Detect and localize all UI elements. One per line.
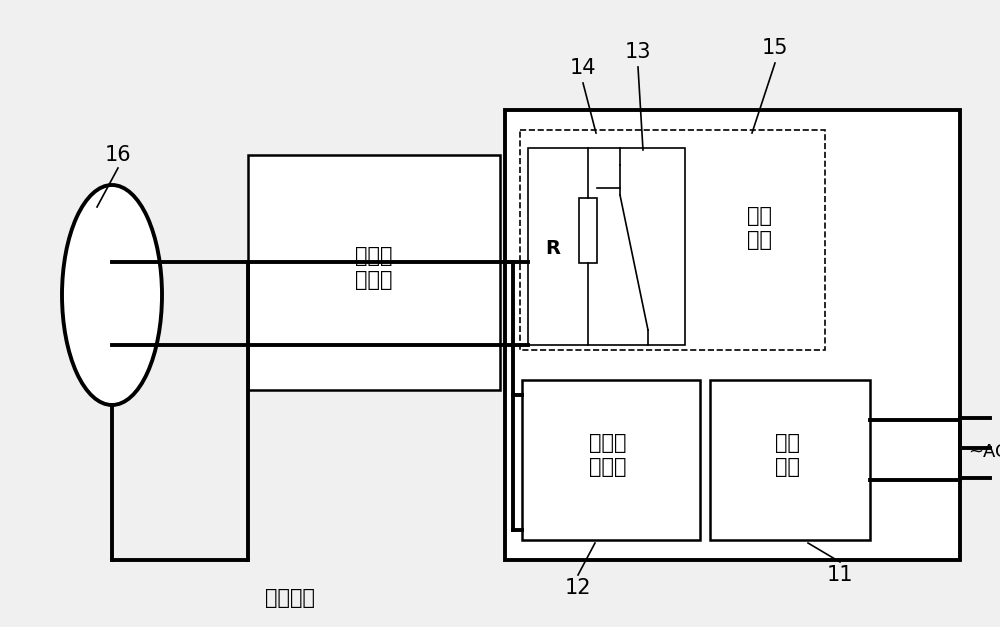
Text: 15: 15 bbox=[762, 38, 788, 58]
Text: 13: 13 bbox=[625, 42, 651, 62]
FancyBboxPatch shape bbox=[579, 198, 597, 263]
Text: 16: 16 bbox=[105, 145, 131, 165]
Text: 14: 14 bbox=[570, 58, 596, 78]
FancyBboxPatch shape bbox=[248, 155, 500, 390]
Text: 零序电流: 零序电流 bbox=[265, 588, 315, 608]
Text: 11: 11 bbox=[827, 565, 853, 585]
FancyBboxPatch shape bbox=[505, 110, 960, 560]
Text: 12: 12 bbox=[565, 578, 591, 598]
Ellipse shape bbox=[62, 185, 162, 405]
Text: 谐振判
断模块: 谐振判 断模块 bbox=[589, 433, 627, 477]
Text: R: R bbox=[546, 238, 560, 258]
FancyBboxPatch shape bbox=[710, 380, 870, 540]
FancyBboxPatch shape bbox=[522, 380, 700, 540]
Text: ~AC220V: ~AC220V bbox=[968, 443, 1000, 461]
Text: 开口三
角回路: 开口三 角回路 bbox=[355, 246, 393, 290]
FancyBboxPatch shape bbox=[528, 148, 685, 345]
Text: 电源
模块: 电源 模块 bbox=[774, 433, 800, 477]
Text: 消谐
模块: 消谐 模块 bbox=[748, 206, 772, 250]
